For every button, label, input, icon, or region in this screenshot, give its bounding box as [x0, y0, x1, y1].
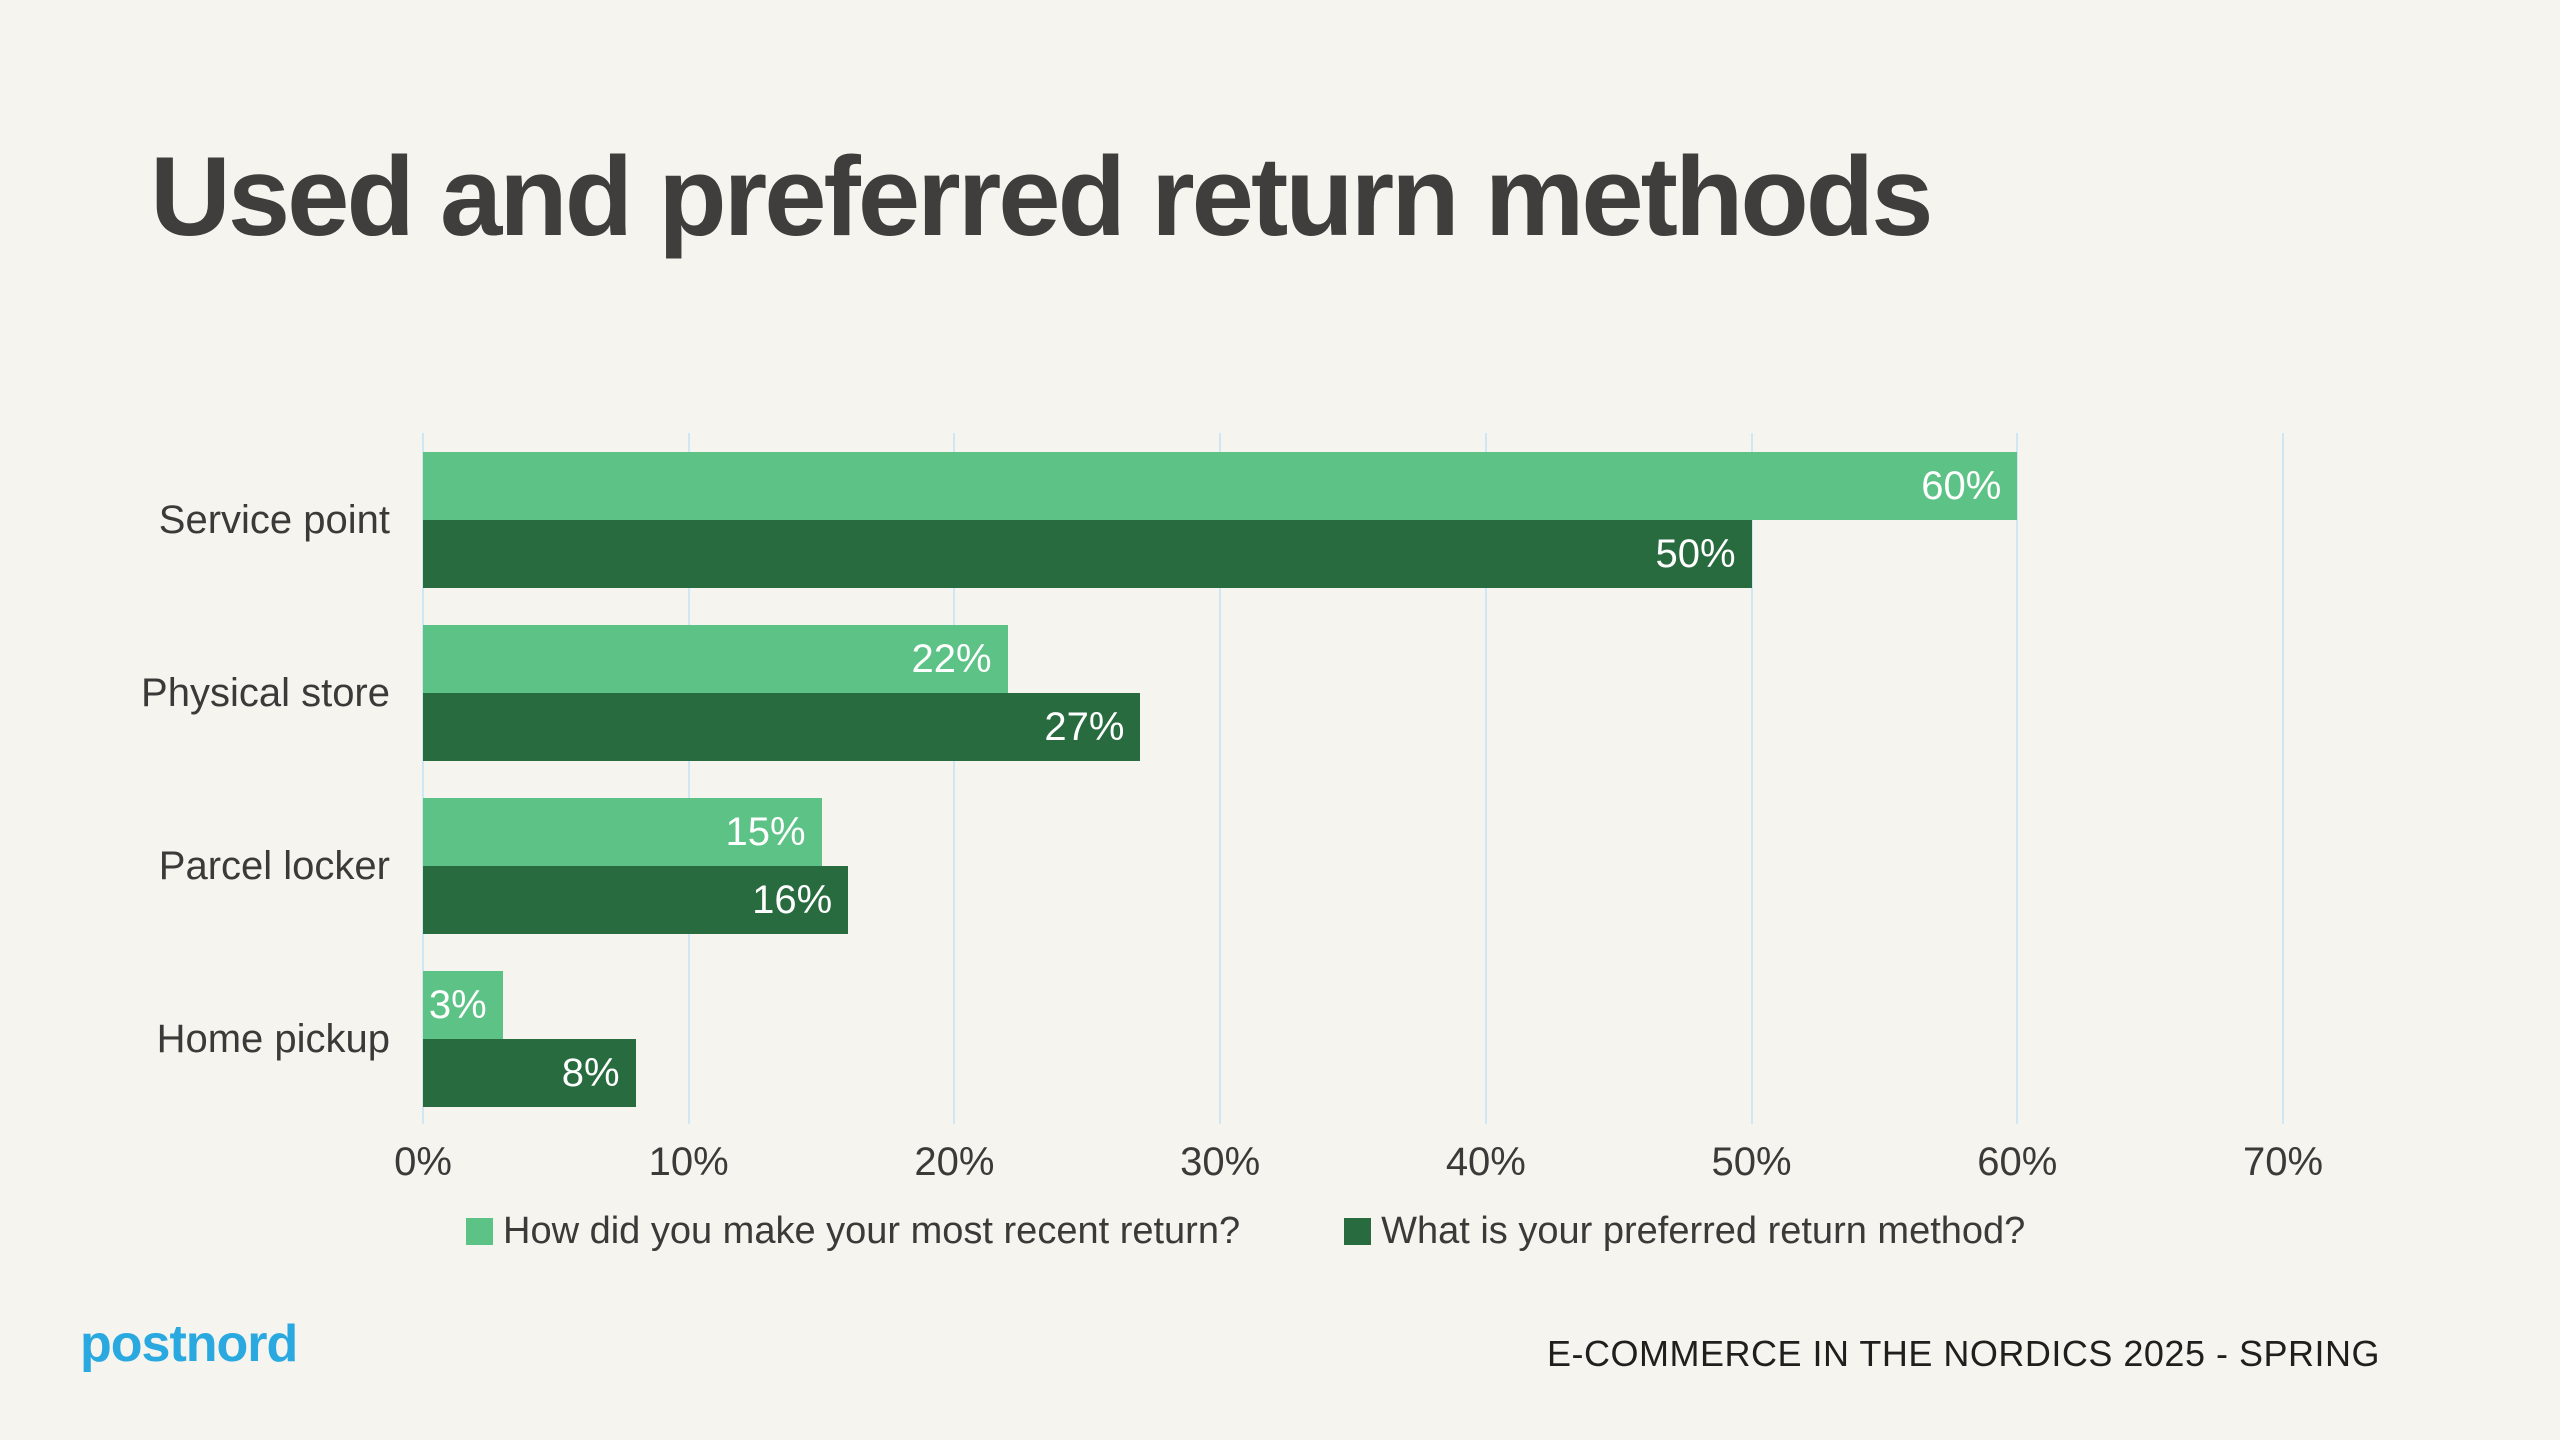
legend-label-preferred-method: What is your preferred return method? — [1381, 1210, 2026, 1252]
postnord-logo: postnord — [80, 1315, 298, 1373]
legend: How did you make your most recent return… — [466, 1210, 2025, 1253]
legend-item-recent-return: How did you make your most recent return… — [466, 1210, 1240, 1253]
gridline — [1750, 433, 1753, 1124]
category-label: Parcel locker — [158, 843, 390, 888]
bar-preferred-method: 50% — [423, 520, 1752, 588]
gridline — [2016, 433, 2019, 1124]
bar-value-label: 15% — [725, 810, 806, 854]
x-axis-tick: 20% — [914, 1140, 995, 1184]
x-axis-tick: 30% — [1180, 1140, 1261, 1184]
category-axis: Service point Physical store Parcel locker… — [0, 433, 390, 1124]
bar-value-label: 27% — [1044, 705, 1125, 749]
category-label: Service point — [158, 497, 390, 542]
legend-item-preferred-method: What is your preferred return method? — [1344, 1210, 2025, 1253]
category-label: Home pickup — [156, 1016, 390, 1061]
page-title: Used and preferred return methods — [150, 134, 1933, 259]
legend-swatch-preferred-method — [1344, 1218, 1372, 1245]
bar-recent-return: 3% — [423, 971, 503, 1039]
bar-value-label: 3% — [428, 983, 487, 1027]
bar-preferred-method: 16% — [423, 866, 849, 934]
bar-recent-return: 60% — [423, 452, 2018, 520]
category-label: Physical store — [141, 670, 390, 715]
bar-preferred-method: 8% — [423, 1039, 636, 1107]
report-title: E-COMMERCE IN THE NORDICS 2025 - SPRING — [1547, 1333, 2380, 1374]
gridline — [2282, 433, 2284, 1124]
x-axis-tick: 70% — [2242, 1140, 2324, 1184]
gridline — [422, 433, 424, 1124]
bar-value-label: 8% — [561, 1051, 620, 1095]
bar-group: 3% 8% — [423, 971, 2283, 1107]
x-axis: 0% 10% 20% 30% 40% 50% 60% 70% — [394, 1140, 2323, 1190]
legend-swatch-recent-return — [466, 1218, 493, 1245]
x-axis-tick: 10% — [648, 1140, 729, 1184]
bar-value-label: 50% — [1655, 532, 1736, 576]
x-axis-tick: 50% — [1711, 1140, 1792, 1184]
bar-value-label: 16% — [752, 878, 833, 922]
x-axis-tick: 0% — [394, 1140, 452, 1184]
x-axis-tick: 40% — [1445, 1140, 1526, 1184]
bar-value-label: 22% — [911, 637, 992, 681]
x-axis-tick: 60% — [1977, 1140, 2058, 1184]
legend-label-recent-return: How did you make your most recent return… — [503, 1210, 1241, 1252]
bar-group: 60% 50% — [423, 452, 2283, 588]
bar-preferred-method: 27% — [423, 693, 1141, 761]
bar-recent-return: 15% — [423, 798, 822, 866]
bar-group: 22% 27% — [423, 625, 2283, 761]
gridline — [1484, 433, 1487, 1124]
gridline — [953, 433, 956, 1124]
gridline — [687, 433, 690, 1124]
bar-group: 15% 16% — [423, 798, 2283, 934]
bar-recent-return: 22% — [423, 625, 1008, 693]
bar-value-label: 60% — [1921, 464, 2002, 508]
plot-area: 60% 50% 22% 27% 15% 16% 3% 8% — [422, 433, 2284, 1124]
gridline — [1219, 433, 1222, 1124]
